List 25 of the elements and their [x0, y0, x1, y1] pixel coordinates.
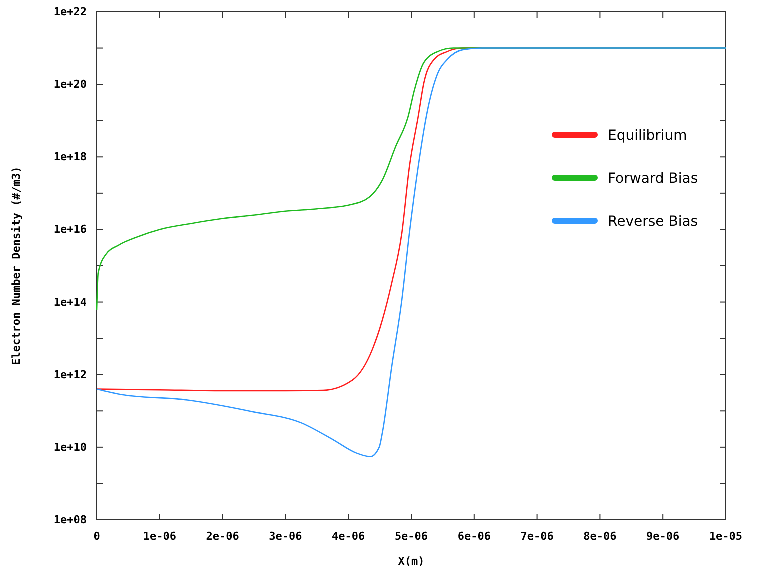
- y-tick-label: 1e+10: [54, 440, 87, 454]
- x-tick-label: 3e-06: [269, 530, 303, 543]
- y-tick-label: 1e+14: [54, 296, 88, 309]
- x-axis-title: X(m): [398, 555, 425, 568]
- x-tick-label: 5e-06: [394, 530, 428, 543]
- x-tick-label: 7e-06: [520, 530, 554, 543]
- legend-label: Forward Bias: [608, 171, 698, 187]
- x-tick-label: 9e-06: [646, 530, 680, 543]
- y-axis-title: Electron Number Density (#/m3): [10, 166, 23, 366]
- y-tick-label: 1e+18: [54, 150, 87, 164]
- x-tick-label: 6e-06: [458, 530, 492, 543]
- x-tick-label: 1e-06: [143, 530, 177, 543]
- x-tick-label: 1e-05: [709, 530, 743, 543]
- y-tick-label: 1e+12: [54, 368, 87, 382]
- y-tick-label: 1e+20: [54, 78, 87, 92]
- legend-label: Equilibrium: [608, 128, 688, 144]
- legend-label: Reverse Bias: [608, 214, 698, 230]
- y-tick-label: 1e+22: [54, 6, 87, 19]
- x-tick-label: 2e-06: [206, 530, 240, 543]
- y-tick-label: 1e+16: [54, 223, 88, 236]
- x-tick-label: 4e-06: [332, 530, 366, 543]
- line-series: [96, 48, 727, 458]
- x-tick-label: 8e-06: [584, 530, 618, 543]
- y-tick-label: 1e+08: [54, 514, 87, 527]
- x-tick-label: 0: [94, 530, 100, 543]
